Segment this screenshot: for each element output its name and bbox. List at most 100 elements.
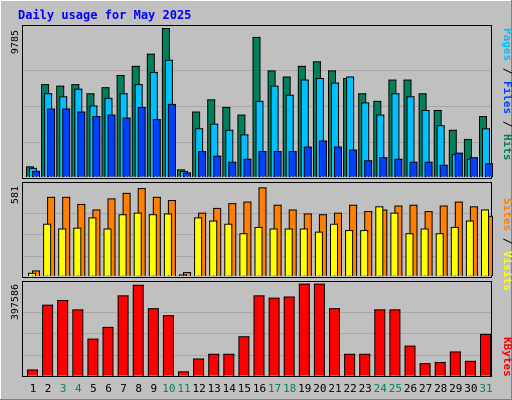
- kbytes-bar: [404, 345, 416, 376]
- kbytes-ymax-label: 397586: [10, 284, 21, 320]
- kbytes-bar: [132, 284, 144, 376]
- pages-bar: [318, 140, 327, 177]
- day-label: 28: [434, 382, 447, 395]
- legend-files: Files: [501, 81, 512, 114]
- visits-bar: [179, 274, 187, 276]
- day-label: 25: [389, 382, 402, 395]
- day-label: 4: [75, 382, 82, 395]
- visits-bar: [28, 272, 36, 276]
- day-label: 13: [208, 382, 221, 395]
- kbytes-bar: [42, 304, 54, 376]
- visits-bar: [375, 206, 384, 276]
- kbytes-bar: [268, 297, 280, 376]
- kbytes-bar: [87, 338, 99, 376]
- visits-bar: [224, 223, 233, 276]
- kbytes-bar: [298, 283, 310, 376]
- hits-legend: Pages / Files / Hits: [501, 28, 512, 161]
- day-label: 21: [328, 382, 341, 395]
- kbytes-bar: [283, 296, 295, 376]
- day-label: 19: [298, 382, 311, 395]
- pages-bar: [439, 164, 448, 177]
- kbytes-bar: [389, 309, 401, 376]
- visits-bar: [450, 226, 459, 276]
- kbytes-bar: [329, 308, 340, 376]
- visits-bar: [148, 214, 157, 276]
- kbytes-bar: [57, 299, 69, 376]
- day-label: 8: [135, 382, 142, 395]
- day-label: 20: [313, 382, 326, 395]
- day-label: 30: [464, 382, 477, 395]
- kbytes-bar: [449, 351, 461, 376]
- kbytes-bar: [344, 353, 356, 376]
- kbytes-bar: [117, 295, 129, 376]
- legend-visits: Visits: [501, 251, 512, 291]
- pages-bar: [288, 151, 297, 177]
- visits-bar: [284, 228, 293, 276]
- day-label: 26: [404, 382, 417, 395]
- kbytes-bar: [27, 369, 38, 376]
- kbytes-bar: [374, 309, 386, 376]
- kbytes-panel-frame: [22, 281, 492, 377]
- legend-separator: /: [501, 114, 512, 134]
- kbytes-bar: [253, 295, 265, 376]
- pages-bar: [379, 157, 388, 177]
- pages-bar: [183, 172, 191, 177]
- day-label: 22: [343, 382, 356, 395]
- day-label: 15: [238, 382, 251, 395]
- day-label: 29: [449, 382, 462, 395]
- hits-ymax-label: 9785: [10, 30, 21, 54]
- day-label: 10: [162, 382, 175, 395]
- pages-bar: [137, 106, 146, 177]
- day-label: 14: [223, 382, 237, 395]
- visits-bar: [239, 233, 248, 276]
- visits-bar: [435, 233, 444, 276]
- pages-bar: [122, 117, 131, 177]
- pages-bar: [424, 161, 433, 177]
- pages-bar: [92, 116, 101, 177]
- legend-kbytes: KBytes: [501, 337, 512, 377]
- visits-bar: [103, 228, 112, 276]
- x-axis-day-labels: 1 2 3 4 5 6 7 8 9 10 11 12 13 14 15 16 17 18 19 20 21 22 23 24 2…: [30, 382, 493, 395]
- pages-bar: [198, 151, 207, 177]
- visits-bar: [465, 220, 474, 276]
- pages-bar: [349, 149, 358, 177]
- pages-bar: [152, 119, 161, 177]
- visits-bar: [299, 228, 308, 276]
- day-label: 16: [253, 382, 266, 395]
- kbytes-bar: [178, 371, 189, 376]
- visits-legend: Sites / Visits: [501, 198, 512, 291]
- kbytes-bar: [480, 333, 491, 376]
- legend-hits: Hits: [501, 134, 512, 161]
- visits-ymax-label: 581: [10, 186, 21, 204]
- pages-bar: [334, 146, 342, 177]
- legend-sites: Sites: [501, 198, 512, 231]
- pages-bar: [454, 152, 463, 177]
- day-label: 5: [90, 382, 97, 395]
- kbytes-bar: [434, 361, 446, 376]
- visits-bar: [269, 228, 278, 276]
- hits-panel-frame: [22, 25, 492, 179]
- pages-bar: [62, 108, 71, 177]
- day-label: 1: [30, 382, 37, 395]
- visits-bar: [360, 230, 369, 276]
- day-label: 17: [268, 382, 281, 395]
- kbytes-bar: [464, 360, 476, 376]
- day-label: 31: [479, 382, 492, 395]
- kbytes-bar: [419, 363, 431, 376]
- kbytes-bar: [162, 315, 174, 376]
- visits-bar: [405, 233, 414, 276]
- visits-bar: [194, 217, 203, 276]
- visits-bar: [209, 220, 218, 276]
- day-label: 6: [105, 382, 112, 395]
- visits-bar: [58, 228, 67, 276]
- visits-bar: [330, 223, 338, 276]
- day-label: 2: [45, 382, 52, 395]
- visits-bar: [133, 212, 142, 276]
- pages-bar: [469, 157, 478, 177]
- day-label: 27: [419, 382, 432, 395]
- legend-separator: /: [501, 231, 512, 251]
- visits-bar: [345, 230, 354, 276]
- day-label: 3: [60, 382, 67, 395]
- kbytes-bar: [193, 358, 205, 376]
